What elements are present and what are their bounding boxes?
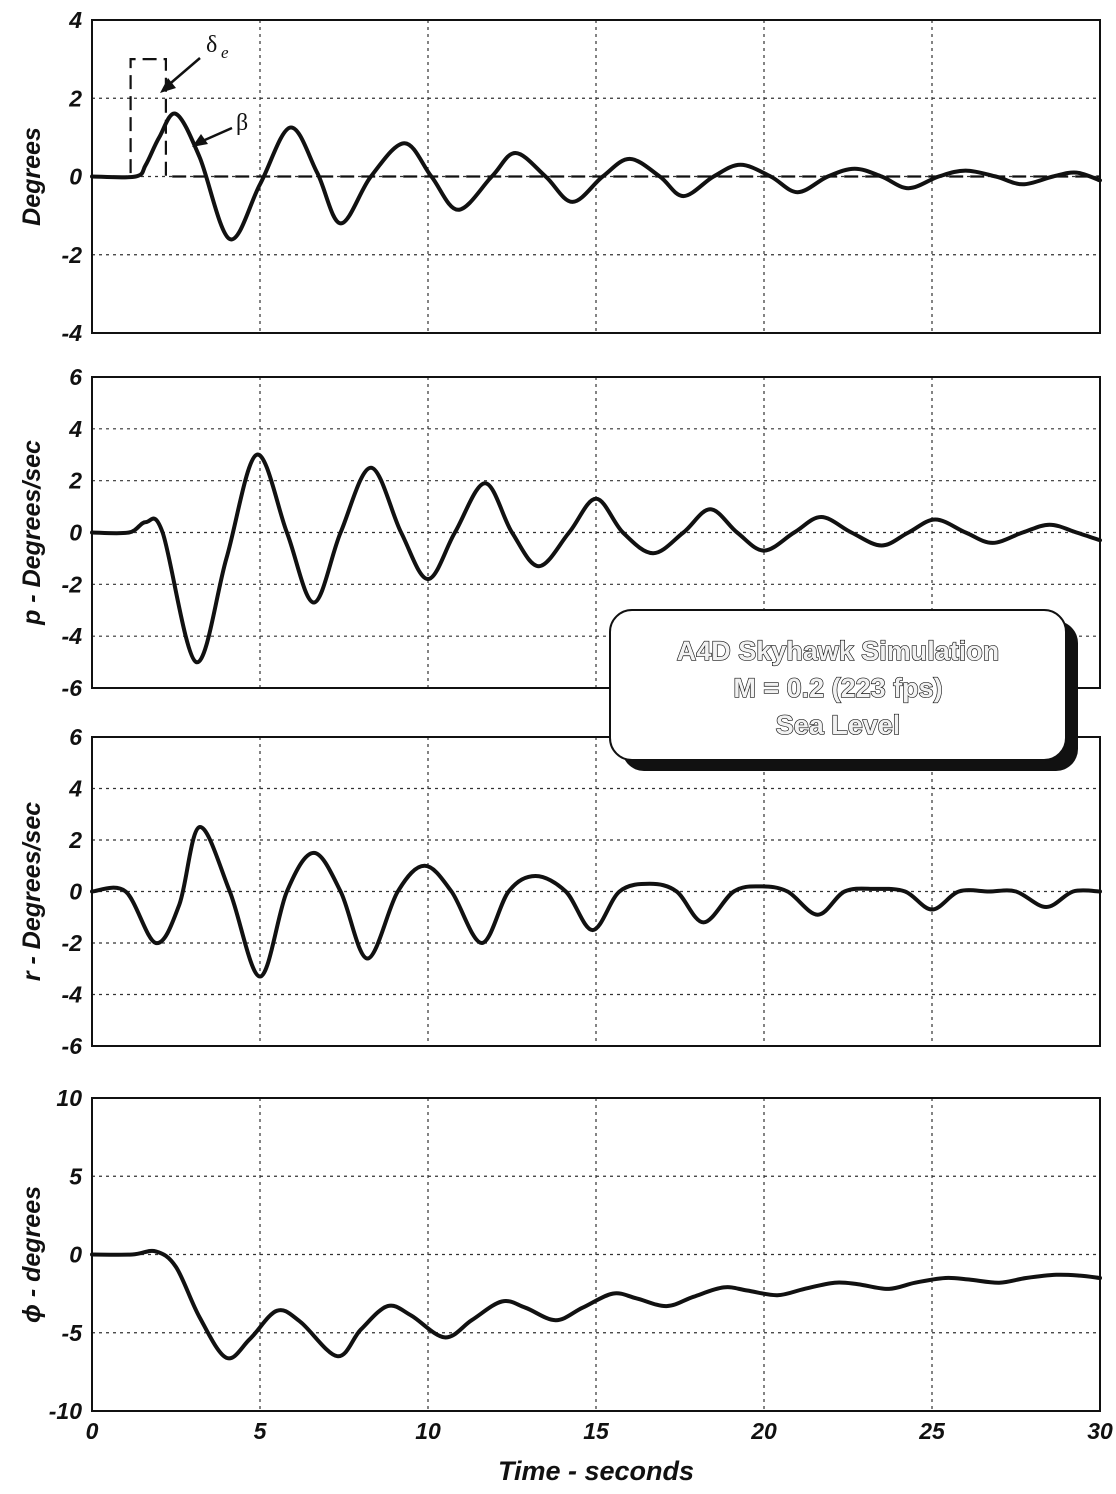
y-tick-label: -2 xyxy=(62,242,83,268)
beta-annotation: β xyxy=(192,110,248,147)
series-line xyxy=(90,1248,1102,1361)
x-tick-label: 0 xyxy=(86,1418,99,1444)
series-line xyxy=(90,452,1102,665)
y-tick-label: 0 xyxy=(69,1242,82,1268)
y-tick-label: -4 xyxy=(62,320,83,346)
series-line xyxy=(90,825,1102,979)
y-tick-label: -4 xyxy=(62,982,83,1008)
y-tick-label: 0 xyxy=(69,520,82,546)
y-tick-label: 6 xyxy=(69,724,82,750)
x-tick-label: 10 xyxy=(415,1418,441,1444)
y-axis-label: Degrees xyxy=(18,127,46,226)
series-line xyxy=(90,111,1102,242)
x-tick-label: 30 xyxy=(1087,1418,1113,1444)
y-tick-label: -6 xyxy=(62,675,83,701)
y-tick-label: -2 xyxy=(62,571,83,597)
delta-e-annotation: δ e xyxy=(160,32,229,93)
y-axis-label: p - Degrees/sec xyxy=(18,440,46,626)
info-box-line-3: Sea Level xyxy=(776,710,901,740)
y-tick-label: 0 xyxy=(69,164,82,190)
y-tick-label: 10 xyxy=(56,1085,82,1111)
delta-symbol: δ xyxy=(206,32,217,58)
delta-subscript: e xyxy=(221,43,229,62)
y-axis-label: r - Degrees/sec xyxy=(18,802,46,981)
y-tick-label: -2 xyxy=(62,930,83,956)
y-tick-label: 2 xyxy=(68,827,82,853)
info-box: A4D Skyhawk Simulation M = 0.2 (223 fps)… xyxy=(609,609,1078,771)
x-axis-label: Time - seconds xyxy=(498,1456,694,1486)
y-tick-label: 4 xyxy=(68,776,82,802)
panel-beta: 4 2 0 -2 -4 Degrees xyxy=(18,7,1102,346)
y-tick-label: -4 xyxy=(62,623,83,649)
y-tick-label: -6 xyxy=(62,1033,83,1059)
x-tick-label: 20 xyxy=(750,1418,777,1444)
y-tick-label: 5 xyxy=(69,1163,83,1189)
y-axis-label: ϕ - degrees xyxy=(18,1186,46,1323)
y-tick-label: 4 xyxy=(68,7,82,33)
y-tick-label: 2 xyxy=(68,85,82,111)
x-tick-label: 5 xyxy=(254,1418,268,1444)
y-tick-label: 2 xyxy=(68,468,82,494)
beta-symbol: β xyxy=(236,110,248,136)
y-tick-label: 6 xyxy=(69,364,82,390)
y-tick-label: -10 xyxy=(49,1398,82,1424)
panel-p: 6 4 2 0 -2 -4 -6 p - Degrees/sec xyxy=(18,364,1102,701)
panel-r: 6 4 2 0 -2 -4 -6 r - Degrees/sec xyxy=(18,724,1102,1059)
info-box-line-1: A4D Skyhawk Simulation xyxy=(677,636,1000,666)
y-tick-label: 4 xyxy=(68,416,82,442)
y-tick-label: 0 xyxy=(69,879,82,905)
x-tick-label: 15 xyxy=(583,1418,610,1444)
x-tick-label: 25 xyxy=(918,1418,946,1444)
info-box-line-2: M = 0.2 (223 fps) xyxy=(733,673,942,703)
y-tick-label: -5 xyxy=(62,1320,84,1346)
